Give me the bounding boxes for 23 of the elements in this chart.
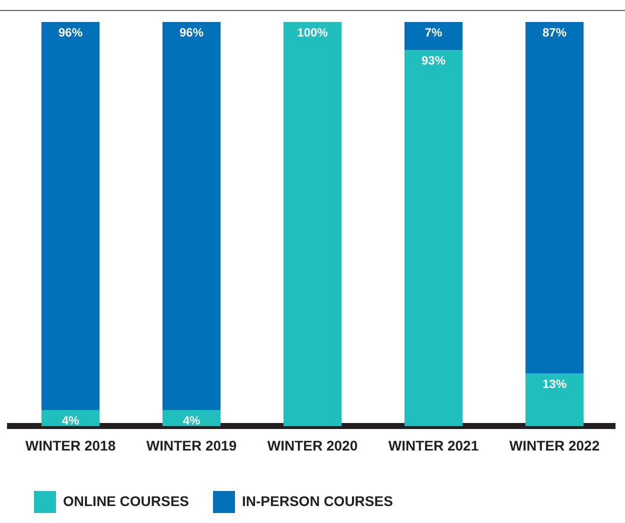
data-label: 7% [424, 25, 442, 40]
bar [162, 22, 221, 410]
x-tick-label: WINTER 2020 [267, 437, 358, 454]
data-label: 96% [58, 25, 83, 40]
bar [404, 22, 463, 50]
data-label: 96% [179, 25, 204, 40]
legend-label: ONLINE COURSES [63, 492, 190, 509]
x-tick-label: WINTER 2019 [146, 437, 237, 454]
data-label: 4% [62, 413, 80, 428]
data-label: 93% [421, 54, 446, 68]
bar [41, 22, 100, 410]
x-tick-label: WINTER 2022 [509, 437, 600, 454]
bar [525, 374, 584, 426]
legend-label: IN-PERSON COURSES [242, 492, 393, 509]
x-tick-label: WINTER 2018 [25, 437, 116, 454]
data-label: 87% [542, 25, 567, 40]
bar [404, 50, 463, 426]
data-label: 4% [182, 413, 200, 428]
data-label: 13% [542, 376, 567, 391]
data-label: 100% [297, 25, 328, 40]
bar [525, 22, 584, 374]
x-tick-label: WINTER 2021 [388, 437, 479, 454]
bar [283, 22, 342, 426]
